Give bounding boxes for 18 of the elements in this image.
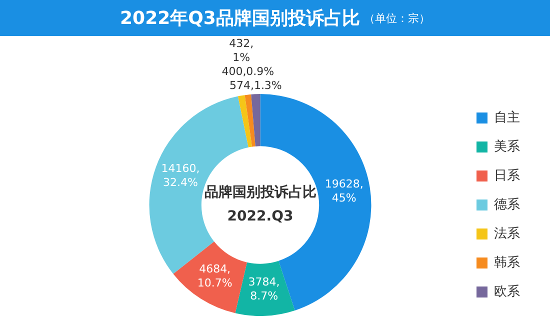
data-label: 14160, 32.4% <box>161 162 200 189</box>
legend-label: 德系 <box>494 197 520 212</box>
chart-subtitle: （单位：宗） <box>364 10 430 26</box>
data-label: 4684, 10.7% <box>197 262 232 290</box>
data-label: 400,0.9% <box>222 64 274 78</box>
data-label: 19628, 45% <box>324 177 364 204</box>
legend-label: 日系 <box>494 168 520 184</box>
text: 2022.Q3 <box>227 208 294 225</box>
legend-label: 美系 <box>494 138 520 154</box>
legend-label: 法系 <box>494 226 520 242</box>
legend-label: 欧系 <box>494 284 520 300</box>
data-label: 432, 1% <box>229 36 254 64</box>
data-label: 574,1.3% <box>229 78 282 92</box>
legend-label: 韩系 <box>494 255 520 270</box>
legend-label: 自主 <box>494 109 520 126</box>
data-label: 3784, 8.7% <box>248 276 280 303</box>
text: 品牌国别投诉占比 <box>204 184 316 201</box>
chart-title: 2022年Q3品牌国别投诉占比 <box>120 7 360 30</box>
